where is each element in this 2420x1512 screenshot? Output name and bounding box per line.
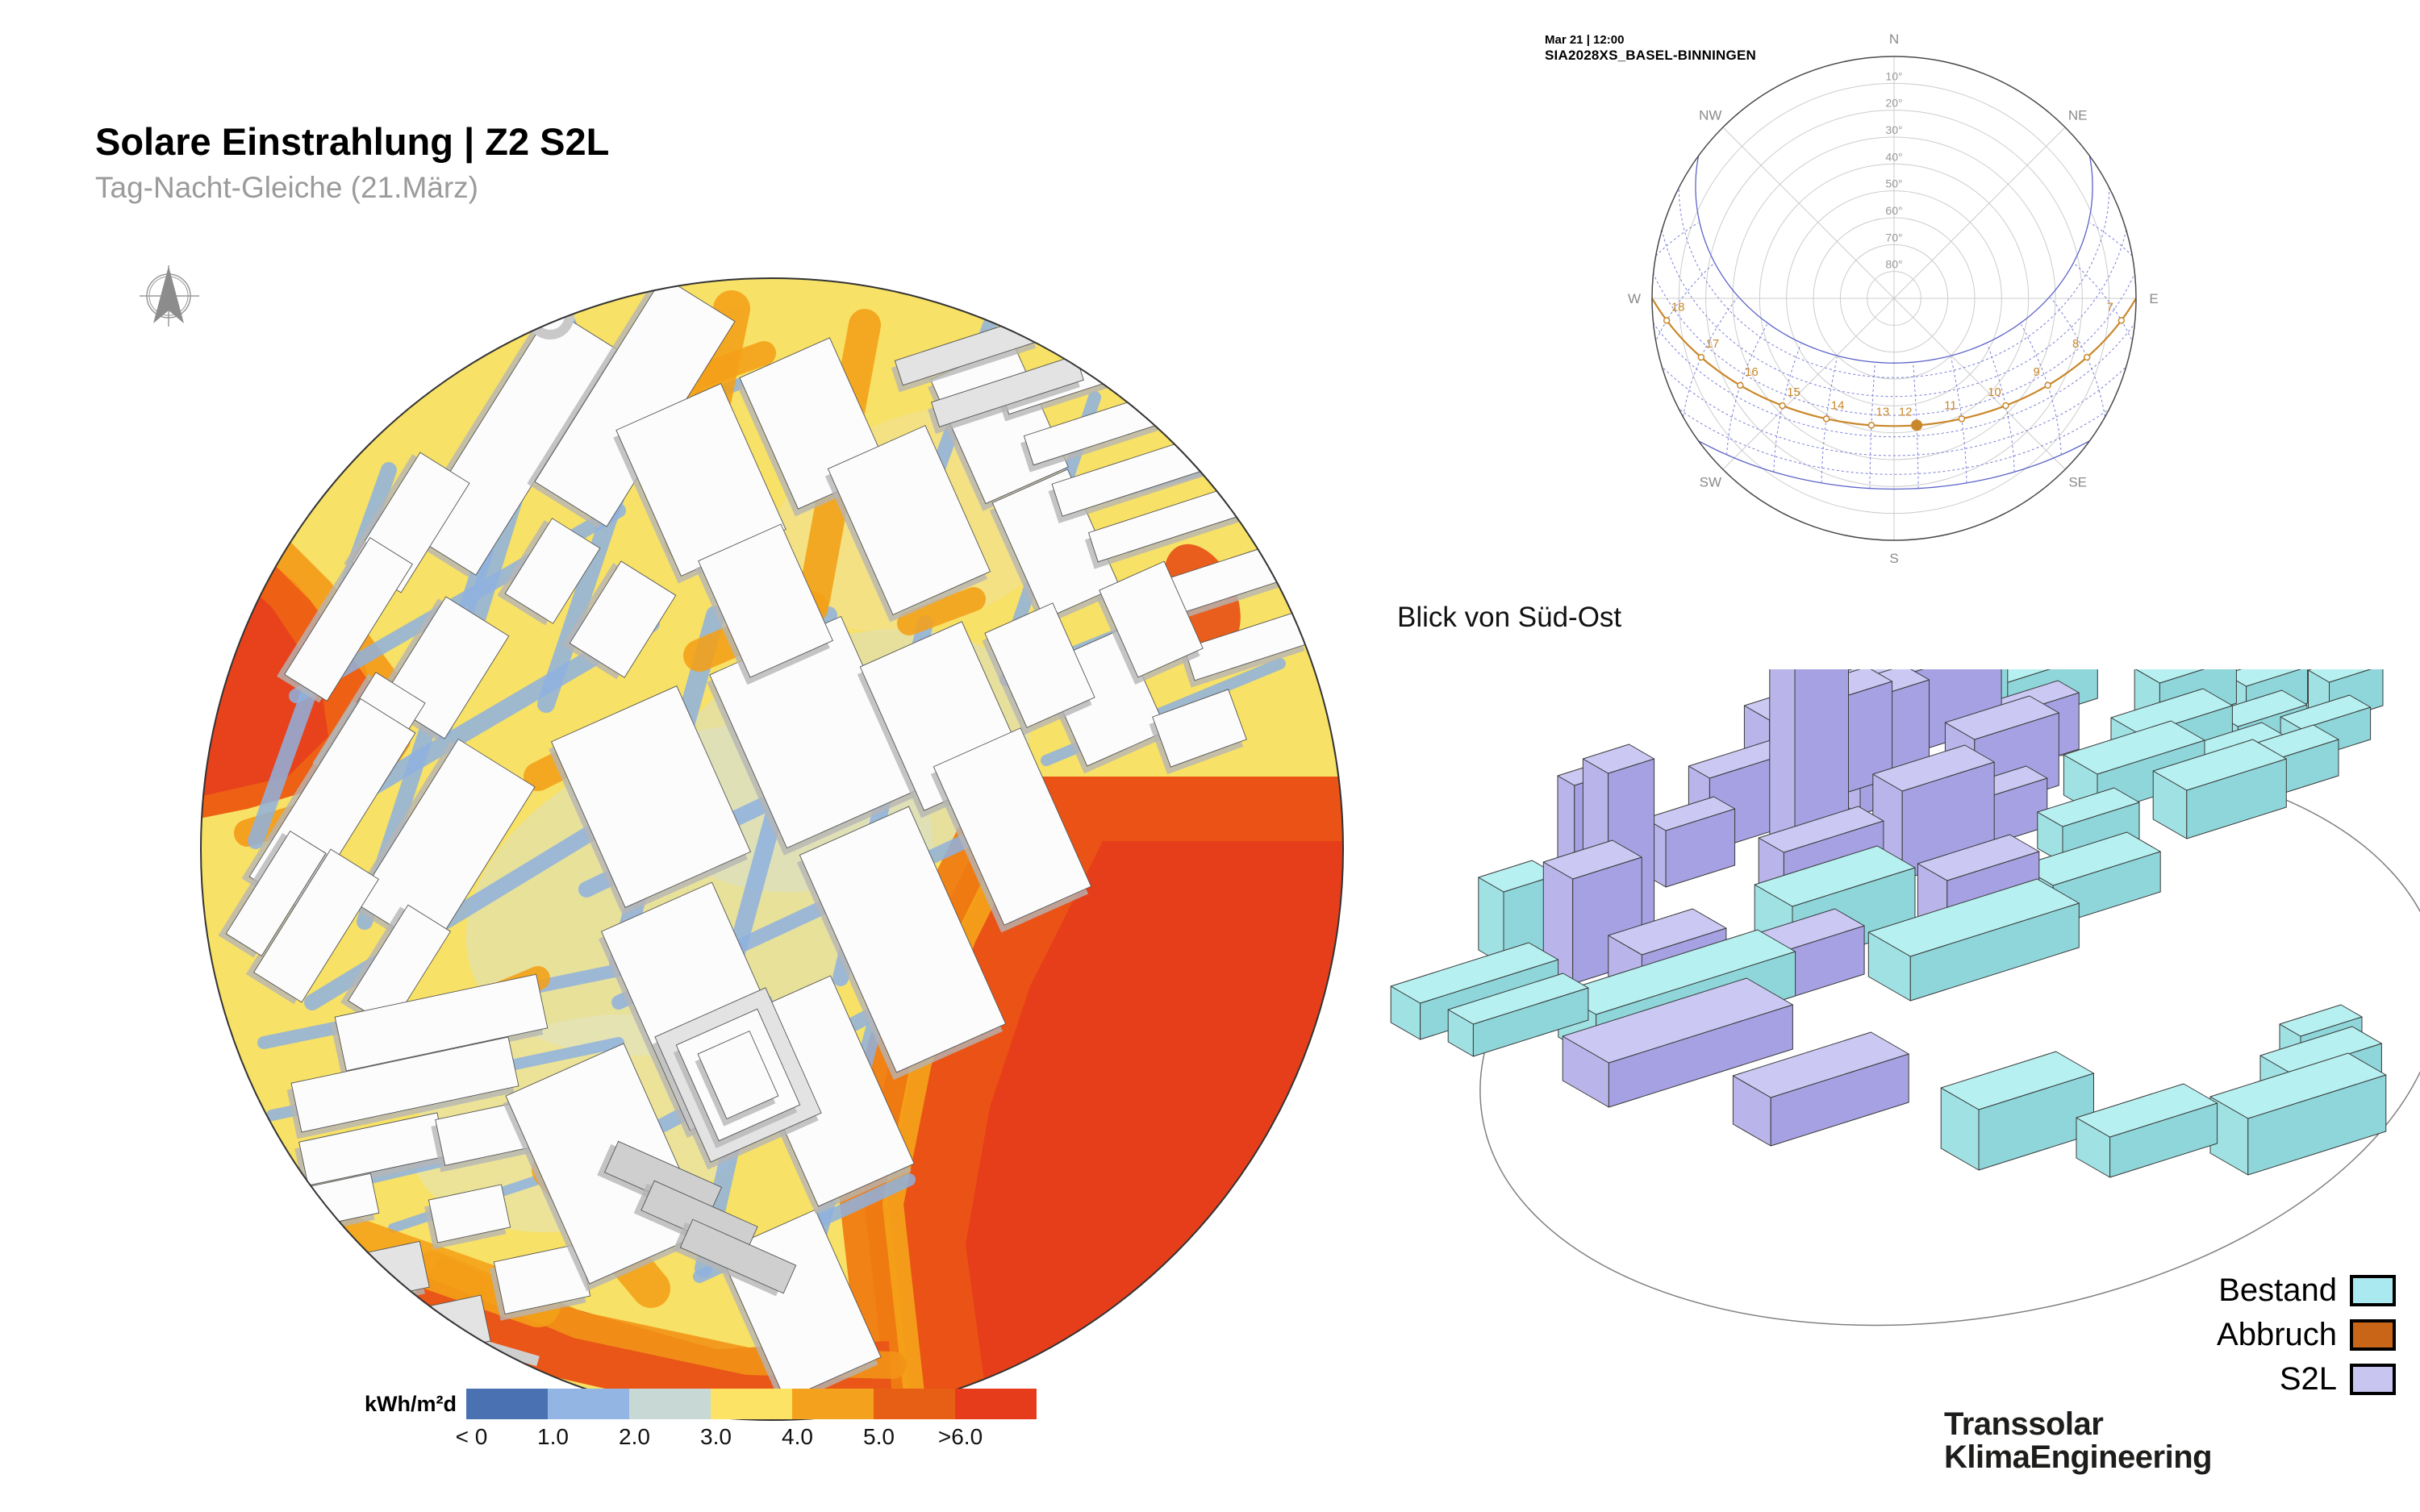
svg-text:SW: SW — [1700, 475, 1721, 490]
colorbar-tick-label: >6.0 — [937, 1424, 983, 1449]
colorbar-blocks — [466, 1389, 1037, 1419]
sun-diagram-station: SIA2028XS_BASEL-BINNINGEN — [1545, 48, 1756, 63]
svg-text:50°: 50° — [1885, 177, 1902, 190]
svg-text:S: S — [1889, 551, 1898, 566]
legend-3d-swatch — [2350, 1364, 2396, 1395]
svg-text:15: 15 — [1787, 385, 1800, 399]
colorbar-tick-label: 5.0 — [863, 1424, 895, 1449]
logo-line2: KlimaEngineering — [1944, 1439, 2213, 1475]
colorbar-cell — [466, 1389, 548, 1419]
svg-text:10°: 10° — [1885, 69, 1902, 82]
legend-3d-row: Abbruch — [2130, 1315, 2396, 1355]
legend-3d-row: Bestand — [2130, 1271, 2396, 1310]
page-subtitle: Tag-Nacht-Gleiche (21.März) — [95, 171, 478, 204]
svg-text:8: 8 — [2072, 337, 2079, 351]
colorbar-unit: kWh/m²d — [365, 1391, 457, 1416]
colorbar-tick-label: < 0 — [455, 1424, 488, 1449]
company-logo: Transsolar KlimaEngineering — [1944, 1406, 2213, 1475]
north-arrow-icon — [140, 265, 199, 327]
svg-text:7: 7 — [2107, 300, 2113, 314]
svg-text:60°: 60° — [1885, 204, 1902, 217]
svg-text:16: 16 — [1745, 365, 1759, 379]
svg-text:SE: SE — [2068, 475, 2087, 490]
colorbar-tick-label: 4.0 — [782, 1424, 813, 1449]
colorbar-tick-label: 1.0 — [537, 1424, 569, 1449]
colorbar: kWh/m²d < 0 1.0 2.0 3.0 4.0 5.0 >6.0 — [365, 1389, 1037, 1450]
irradiation-map — [200, 277, 1344, 1421]
svg-text:10: 10 — [1988, 385, 2001, 399]
svg-text:E: E — [2149, 291, 2158, 306]
legend-3d-swatch — [2350, 1275, 2396, 1306]
sun-diagram-header: Mar 21 | 12:00 SIA2028XS_BASEL-BINNINGEN — [1545, 32, 1756, 63]
legend-3d-label: Abbruch — [2217, 1317, 2337, 1352]
colorbar-cell — [548, 1389, 629, 1419]
svg-text:18: 18 — [1671, 300, 1685, 314]
legend-3d-row: S2L — [2130, 1360, 2396, 1399]
svg-text:N: N — [1889, 32, 1899, 47]
page-title: Solare Einstrahlung | Z2 S2L — [95, 120, 610, 163]
svg-text:30°: 30° — [1885, 123, 1902, 136]
view3d-caption: Blick von Süd-Ost — [1397, 602, 1622, 633]
colorbar-cell — [711, 1389, 792, 1419]
legend-3d-label: S2L — [2279, 1361, 2337, 1397]
svg-text:20°: 20° — [1885, 97, 1902, 110]
colorbar-cell — [955, 1389, 1037, 1419]
colorbar-tick-label: 3.0 — [700, 1424, 732, 1449]
svg-text:NE: NE — [2068, 107, 2088, 123]
colorbar-cell — [874, 1389, 955, 1419]
sun-diagram-date: Mar 21 | 12:00 — [1545, 33, 1625, 47]
svg-text:80°: 80° — [1885, 258, 1902, 271]
colorbar-tick-label: 2.0 — [619, 1424, 650, 1449]
svg-text:70°: 70° — [1885, 231, 1902, 244]
massing-3d-view — [1390, 669, 2420, 1327]
legend-3d-label: Bestand — [2218, 1272, 2337, 1308]
colorbar-labels: < 0 1.0 2.0 3.0 4.0 5.0 >6.0 — [431, 1424, 1037, 1450]
svg-text:W: W — [1628, 291, 1641, 306]
legend-3d: Bestand Abbruch S2L — [2130, 1271, 2396, 1404]
svg-text:40°: 40° — [1885, 150, 1902, 163]
logo-line1: Transsolar — [1944, 1406, 2104, 1442]
svg-text:12: 12 — [1899, 405, 1913, 419]
svg-text:17: 17 — [1706, 337, 1720, 351]
colorbar-cell — [629, 1389, 711, 1419]
svg-text:9: 9 — [2033, 365, 2039, 379]
svg-text:11: 11 — [1944, 398, 1957, 412]
svg-text:NW: NW — [1699, 107, 1721, 123]
svg-text:13: 13 — [1876, 405, 1890, 419]
sun-path-diagram: 7 8 9 10 11 12 13 14 15 16 17 18 10° 20° 30° 40° 50° 60° 7… — [1628, 32, 2159, 566]
colorbar-cell — [792, 1389, 874, 1419]
svg-text:14: 14 — [1831, 398, 1845, 412]
legend-3d-swatch — [2350, 1319, 2396, 1351]
